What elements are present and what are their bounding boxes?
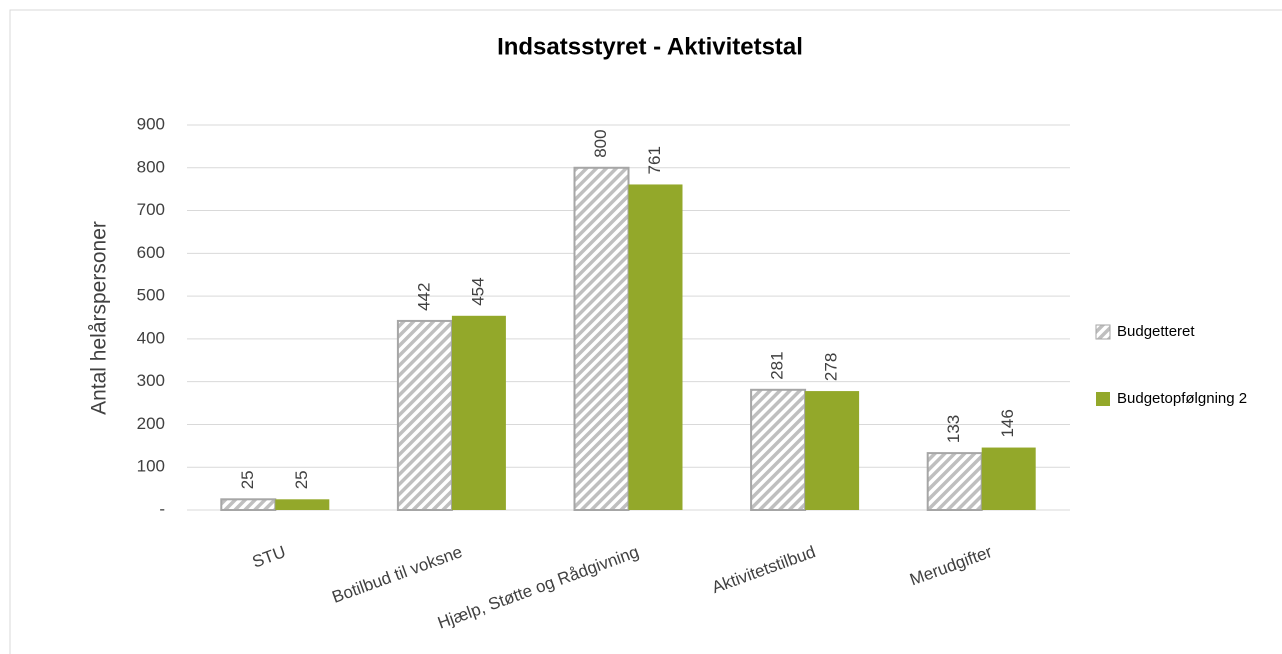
y-tick-label: 700 [137,200,165,219]
y-tick-label: - [159,499,165,518]
legend-swatch [1096,392,1110,406]
legend-swatch [1095,324,1111,340]
y-tick-label: 300 [137,371,165,390]
bar [275,499,330,510]
y-tick-label: 800 [137,157,165,176]
data-label: 133 [944,415,963,443]
y-tick-label: 600 [137,243,165,262]
legend-label: Budgetteret [1117,323,1195,340]
data-label: 800 [591,129,610,157]
data-label: 442 [414,283,433,311]
bar [451,315,506,510]
data-label: 281 [768,351,787,379]
y-axis-label: Antal helårspersoner [88,221,111,415]
data-label: 25 [238,470,257,489]
data-label: 761 [645,146,664,174]
bar [220,498,277,511]
bar [573,166,630,511]
y-tick-label: 900 [137,114,165,133]
y-tick-label: 200 [137,414,165,433]
data-label: 25 [292,470,311,489]
y-tick-label: 500 [137,286,165,305]
data-label: 278 [822,353,841,381]
bar [628,184,683,510]
data-label: 146 [998,409,1017,437]
bar [926,452,983,512]
chart-title: Indsatsstyret - Aktivitetstal [497,33,803,60]
bar [981,447,1036,510]
data-label: 454 [468,277,487,305]
legend-label: Budgetopfølgning 2 [1117,390,1247,407]
y-tick-label: 100 [137,457,165,476]
bar [805,391,860,510]
bar [396,319,453,511]
bar [750,388,807,511]
y-tick-label: 400 [137,328,165,347]
